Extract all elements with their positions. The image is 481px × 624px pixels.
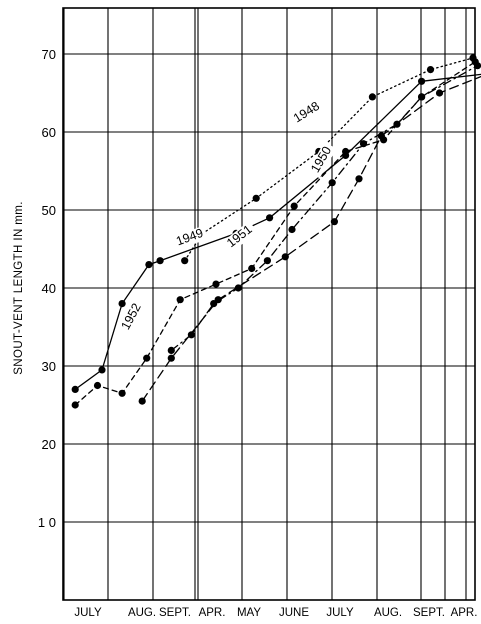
- data-point-1949: [266, 214, 274, 222]
- data-point-1952: [342, 147, 350, 156]
- data-point-1949: [71, 385, 79, 393]
- y-tick-label: 1 0: [38, 515, 56, 530]
- x-tick-label: SEPT.: [413, 607, 445, 619]
- x-tick-label: JULY: [326, 607, 354, 619]
- data-point-1951: [263, 257, 271, 265]
- data-point-1949: [118, 300, 126, 308]
- data-point-1952: [118, 389, 126, 397]
- data-point-1951: [359, 140, 368, 148]
- plot-frame: [62, 7, 476, 601]
- data-point-1952: [93, 381, 102, 390]
- y-axis-label: SNOUT-VENT LENGTH IN mm.: [13, 201, 25, 375]
- data-point-1952: [143, 354, 151, 362]
- series-line-1949: [74, 73, 481, 391]
- y-tick-label: 40: [42, 281, 56, 296]
- data-point-1951: [328, 179, 336, 187]
- data-point-1950: [355, 175, 363, 183]
- data-point-1951: [234, 284, 242, 292]
- grid-lines: [63, 8, 475, 600]
- data-point-1951: [210, 300, 218, 308]
- series-label-bg: [222, 221, 258, 253]
- y-tick-label: 60: [42, 125, 56, 140]
- data-point-1948: [252, 194, 260, 202]
- x-tick-label: JULY: [74, 607, 102, 619]
- data-point-1948: [181, 257, 189, 265]
- data-point-1948: [426, 66, 435, 74]
- data-point-1949: [145, 261, 153, 269]
- data-point-1952: [290, 202, 298, 210]
- x-tick-label: APR.: [199, 607, 226, 619]
- data-point-1949: [156, 257, 164, 265]
- y-tick-label: 20: [42, 437, 56, 452]
- x-tick-label: AUG.: [128, 607, 156, 619]
- x-tick-label: APR.: [451, 607, 478, 619]
- data-point-1952: [176, 296, 184, 304]
- y-tick-label: 30: [42, 359, 56, 374]
- y-tick-label: 50: [42, 203, 56, 218]
- x-tick-label: JUNE: [279, 607, 309, 619]
- x-tick-label: MAY: [237, 607, 261, 619]
- y-tick-label: 70: [42, 47, 56, 62]
- series-lines: [74, 57, 481, 406]
- data-point-1952: [71, 401, 79, 409]
- x-tick-label: SEPT.: [159, 607, 191, 619]
- series-label-bg: [117, 298, 147, 336]
- data-point-1950: [330, 218, 338, 226]
- data-point-1951: [288, 225, 296, 234]
- data-point-1949: [418, 77, 426, 85]
- series-line-1951: [170, 65, 479, 352]
- data-point-1951: [187, 331, 195, 339]
- data-point-1949: [98, 366, 106, 374]
- data-point-1952: [418, 93, 426, 101]
- series-line-1952: [74, 61, 476, 406]
- x-tick-label: AUG.: [374, 607, 402, 619]
- data-point-1950: [435, 89, 444, 97]
- series-label-bg: [288, 98, 326, 128]
- series-label-bg: [171, 225, 209, 251]
- data-point-1951: [167, 346, 175, 354]
- data-point-1950: [138, 397, 146, 405]
- data-point-1950: [167, 354, 175, 362]
- data-point-1951: [393, 120, 401, 128]
- data-point-1952: [212, 280, 220, 288]
- data-point-1952: [380, 136, 388, 144]
- data-point-1952: [248, 264, 256, 273]
- series-label-bg: [307, 141, 337, 179]
- data-point-1950: [281, 253, 289, 261]
- data-point-1948: [368, 93, 376, 101]
